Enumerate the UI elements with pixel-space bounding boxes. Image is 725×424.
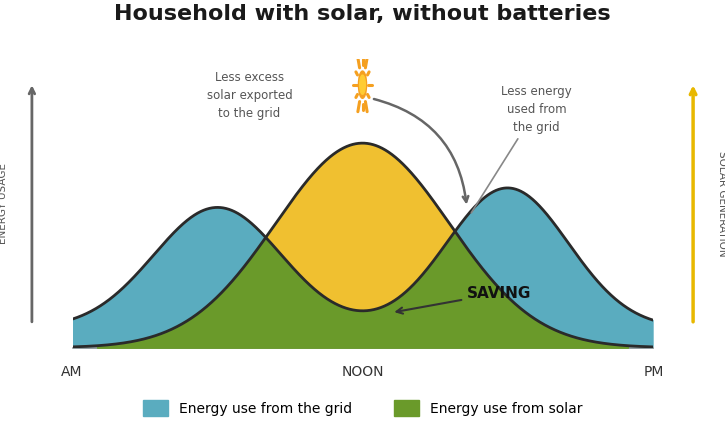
Text: NOON: NOON <box>341 365 384 379</box>
Circle shape <box>358 71 367 98</box>
Legend: Energy use from the grid, Energy use from solar: Energy use from the grid, Energy use fro… <box>137 394 588 421</box>
Text: PM: PM <box>644 365 664 379</box>
Circle shape <box>360 75 365 94</box>
Text: Household with solar, without batteries: Household with solar, without batteries <box>115 4 610 24</box>
Text: SOLAR GENERATION: SOLAR GENERATION <box>717 151 725 257</box>
Text: AM: AM <box>61 365 83 379</box>
Text: Less excess
solar exported
to the grid: Less excess solar exported to the grid <box>207 71 292 120</box>
Text: SAVING: SAVING <box>397 286 531 314</box>
Text: ENERGY USAGE: ENERGY USAGE <box>0 163 8 244</box>
Text: Less energy
used from
the grid: Less energy used from the grid <box>471 85 572 213</box>
